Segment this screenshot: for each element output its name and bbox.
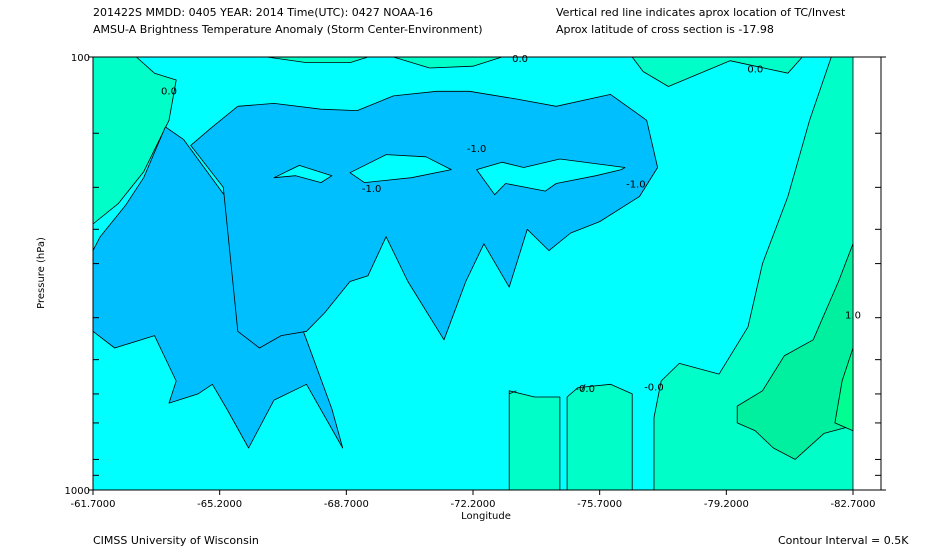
chart-title: AMSU-A Brightness Temperature Anomaly (S… [93,23,483,36]
latitude-note: Aprox latitude of cross section is -17.9… [556,23,774,36]
contour-region-1 [92,56,177,225]
contour-label-9: 1.0 [845,310,861,321]
x-axis-title: Longitude [461,511,511,522]
contour-lines [509,384,586,395]
contour-label-6: -1.0 [626,180,646,191]
contour-labels: 0.0 0.0 0.0 -1.0 -1.0 -1.0 -0.0 -0.0 1.0 [161,54,861,395]
contour-label-5: -1.0 [362,184,382,195]
contour-label-7: -0.0 [575,384,595,395]
contour-interval-note: Contour Interval = 0.5K [778,534,909,547]
x-tick-label: -72.2000 [451,499,496,510]
x-tick-label: -68.7000 [324,499,369,510]
contour-region-14 [476,158,626,196]
contour-region-6 [566,383,633,491]
contour-line-1 [509,390,517,395]
x-tick-label: -82.7000 [831,499,876,510]
contour-region-12 [273,164,333,184]
contour-line-2 [581,384,586,391]
x-tick-label: -61.7000 [71,499,116,510]
plot-frame [92,56,882,491]
contour-region-13 [349,154,452,184]
x-tick-label: -75.7000 [577,499,622,510]
contour-region-11 [190,90,658,349]
x-tick-label: -79.2000 [704,499,749,510]
y-tick-label: 100 [71,53,90,64]
contour-region-8 [736,243,854,460]
contour-regions [92,56,854,491]
contour-region-7 [508,390,561,491]
contour-label-2: 0.0 [512,54,528,65]
contour-label-8: -0.0 [644,383,664,394]
header-info-right: Vertical red line indicates aprox locati… [556,6,846,19]
x-tick-label: -65.2000 [197,499,242,510]
contour-label-3: 0.0 [747,65,763,76]
contour-label-4: -1.0 [467,144,487,155]
axes: -61.7000 -65.2000 -68.7000 -72.2000 -75.7000… [65,53,886,510]
header-info-left: 201422S MMDD: 0405 YEAR: 2014 Time(UTC):… [93,6,434,19]
footer-credit: CIMSS University of Wisconsin [93,534,259,547]
contour-region-9 [834,347,854,432]
y-tick-label: 1000 [65,486,90,497]
contour-label-1: 0.0 [161,86,177,97]
y-axis-title: Pressure (hPa) [36,237,47,309]
contour-region-10 [92,126,344,449]
